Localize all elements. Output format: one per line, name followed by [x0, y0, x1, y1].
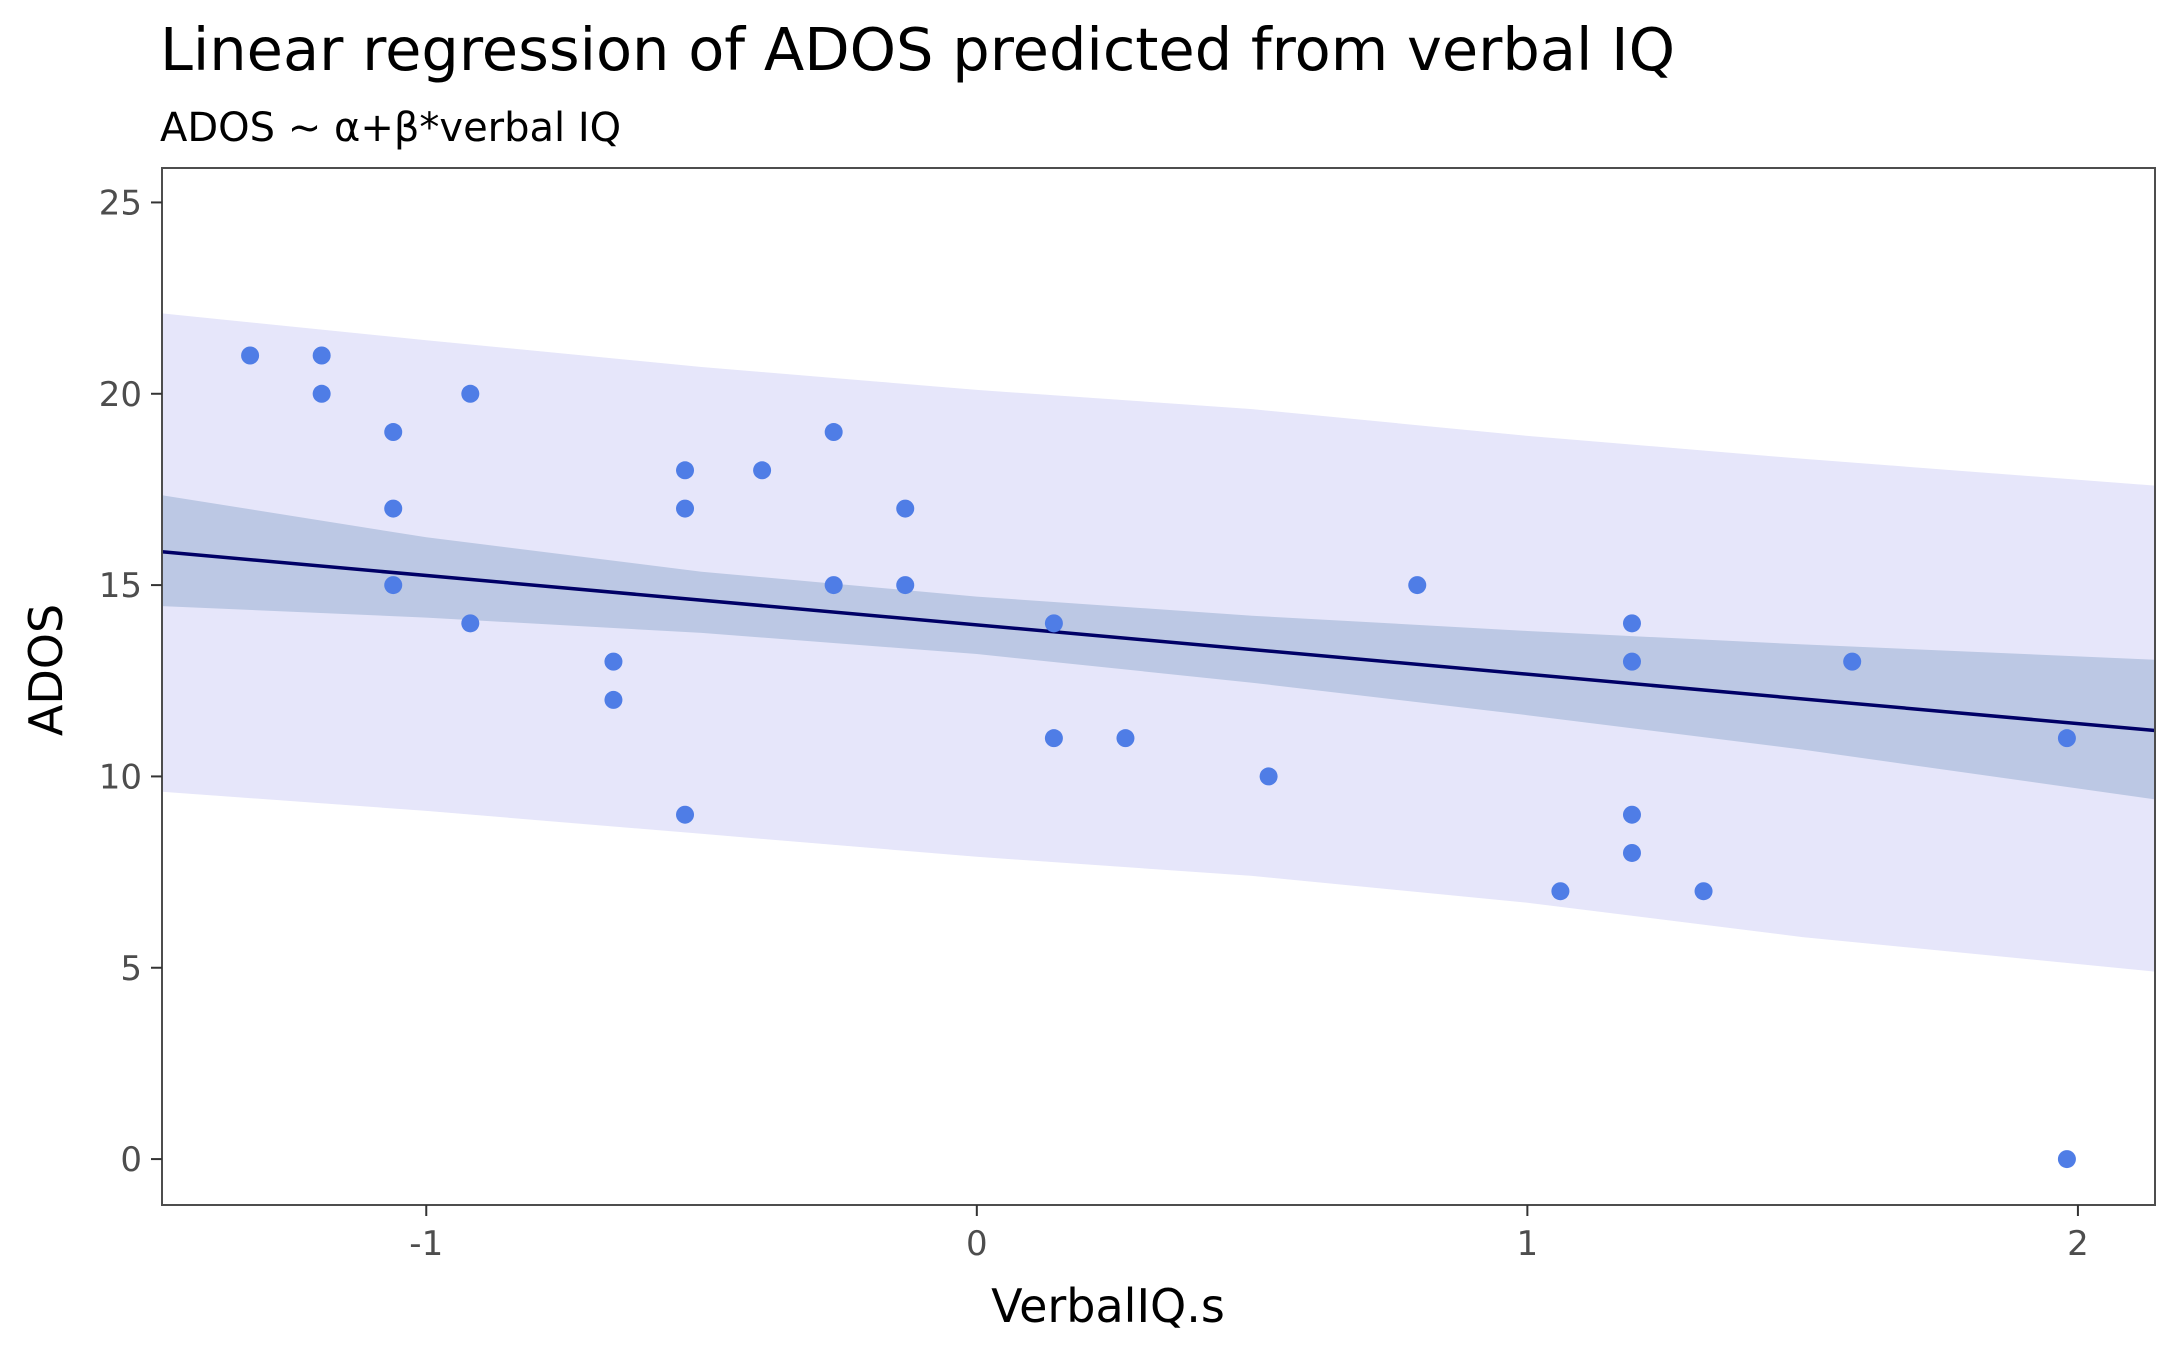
data-point: [1116, 729, 1135, 748]
data-point: [604, 652, 623, 671]
data-point: [896, 499, 915, 518]
data-point: [2057, 1150, 2076, 1169]
data-point: [312, 346, 331, 365]
x-tick-label: -1: [409, 1224, 443, 1264]
y-tick-label: 0: [120, 1140, 142, 1180]
data-point: [241, 346, 260, 365]
data-point: [1044, 614, 1063, 633]
data-point: [676, 499, 695, 518]
confidence-band: [162, 495, 2155, 800]
data-point: [1622, 805, 1641, 824]
data-point: [312, 384, 331, 403]
data-point: [824, 576, 843, 595]
chart-title: Linear regression of ADOS predicted from…: [160, 15, 1676, 84]
data-point: [1551, 882, 1570, 901]
x-tick-label: 1: [1517, 1224, 1539, 1264]
x-axis-title: VerbalIQ.s: [991, 1279, 1225, 1333]
panel-border: [161, 167, 2156, 1206]
data-point: [1622, 652, 1641, 671]
y-tick-label: 5: [120, 949, 142, 989]
x-axis: -1 0 1 2: [409, 1205, 2089, 1264]
data-point: [753, 461, 772, 480]
data-point: [1622, 843, 1641, 862]
data-point: [1622, 614, 1641, 633]
data-point: [461, 384, 480, 403]
data-points: [241, 346, 2076, 1169]
y-axis: 0 5 10 15 20 25: [99, 183, 162, 1180]
data-point: [384, 499, 403, 518]
data-point: [2057, 729, 2076, 748]
data-point: [1259, 767, 1278, 786]
y-axis-title: ADOS: [19, 604, 73, 736]
data-point: [1408, 576, 1427, 595]
x-tick-label: 0: [966, 1224, 988, 1264]
y-tick-label: 20: [99, 375, 142, 415]
data-point: [384, 423, 403, 442]
data-point: [896, 576, 915, 595]
regression-line: [161, 550, 2156, 733]
chart-subtitle: ADOS ~ α+β*verbal IQ: [160, 105, 622, 151]
data-point: [461, 614, 480, 633]
y-tick-label: 15: [99, 566, 142, 606]
data-point: [604, 690, 623, 709]
data-point: [676, 461, 695, 480]
data-point: [1694, 882, 1713, 901]
data-point: [824, 423, 843, 442]
data-point: [1843, 652, 1862, 671]
data-point: [384, 576, 403, 595]
data-point: [676, 805, 695, 824]
x-tick-label: 2: [2067, 1224, 2089, 1264]
data-point: [1044, 729, 1063, 748]
y-tick-label: 10: [99, 757, 142, 797]
y-tick-label: 25: [99, 183, 142, 223]
